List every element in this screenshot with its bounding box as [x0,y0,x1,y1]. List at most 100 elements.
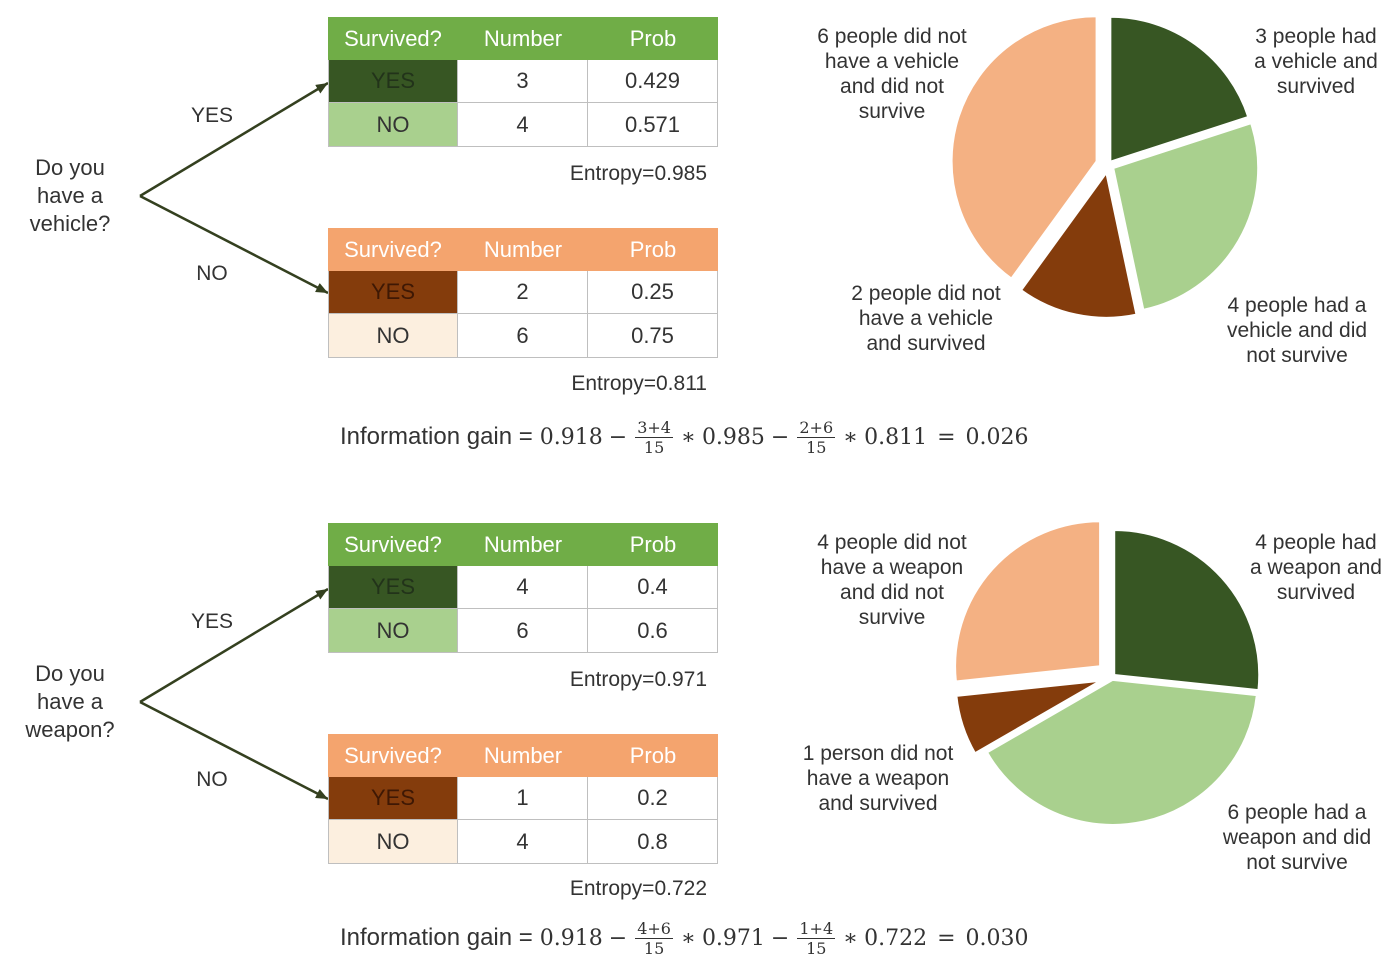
parent-entropy: 0.918 [539,424,603,450]
header-survived: Survived? [328,228,458,271]
fraction-denominator: 15 [806,437,827,457]
parent-entropy: 0.918 [539,925,603,951]
pie-label-line: and survived [866,332,986,355]
pie-label-line: 2 people did not [851,282,1001,305]
pie-label-line: and did not [840,581,944,604]
count-no: 6 [458,314,588,358]
times-operator: ∗ [843,424,859,450]
question-line: have a [36,183,104,208]
header-prob: Prob [588,17,718,60]
pie-label-no-weapon-did-not-survive: 4 people did not have a weapon and did n… [807,530,977,630]
information-gain-result: 0.030 [965,925,1029,951]
minus-operator: − [770,925,790,951]
prob-yes: 0.429 [588,60,718,103]
pie-label-line: survived [1276,75,1356,98]
information-gain-label: Information gain = [340,924,533,951]
pie-label-line: 6 people had a [1227,801,1367,824]
entropy-vehicle-yes: Entropy=0.985 [569,162,707,185]
question-weapon: Do you have a weapon? [0,660,140,744]
entropy-no-value: 0.811 [864,424,928,450]
fraction-numerator: 4+6 [635,918,673,939]
prob-no: 0.6 [588,609,718,653]
header-prob: Prob [588,734,718,777]
count-yes: 2 [458,271,588,314]
pie-label-line: not survive [1246,851,1348,874]
header-survived: Survived? [328,17,458,60]
entropy-weapon-no: Entropy=0.722 [569,877,707,900]
entropy-weapon-yes: Entropy=0.971 [569,668,707,691]
row-label-yes: YES [328,271,458,314]
prob-no: 0.8 [588,820,718,864]
count-yes: 3 [458,60,588,103]
weight-no-fraction: 2+6 15 [797,418,836,457]
branch-label-yes: YES [190,104,234,127]
row-label-no: NO [328,103,458,147]
equals-operator: = [937,925,956,951]
minus-operator: − [608,925,628,951]
prob-yes: 0.4 [588,566,718,609]
question-line: weapon? [25,717,115,742]
question-line: have a [36,689,104,714]
prob-no: 0.571 [588,103,718,147]
pie-slice-no-weapon-survived [955,679,1102,755]
weight-no-fraction: 1+4 15 [797,919,836,958]
header-number: Number [458,228,588,271]
pie-label-line: have a vehicle [824,50,960,73]
question-line: Do you [35,155,105,180]
pie-label-line: survive [858,100,926,123]
header-survived: Survived? [328,523,458,566]
arrow-weapon-no [139,700,329,801]
row-label-yes: YES [328,777,458,820]
row-label-yes: YES [328,566,458,609]
minus-operator: − [770,424,790,450]
prob-yes: 0.2 [588,777,718,820]
pie-slice-had-vehicle-did-not-survive [1112,122,1260,311]
pie-chart-vehicle [950,15,1260,319]
pie-label-line: a vehicle and [1254,50,1378,73]
row-label-no: NO [328,314,458,358]
entropy-vehicle-no: Entropy=0.811 [571,372,707,395]
pie-label-line: weapon and did [1222,826,1372,849]
header-number: Number [458,523,588,566]
pie-label-line: 4 people had a [1227,294,1367,317]
pie-label-line: 4 people had [1255,531,1377,554]
count-no: 4 [458,820,588,864]
pie-slice-had-vehicle-survived [1109,15,1250,163]
pie-label-line: not survive [1246,344,1348,367]
prob-no: 0.75 [588,314,718,358]
header-number: Number [458,17,588,60]
fraction-numerator: 3+4 [635,417,673,438]
pie-label-had-weapon-survived: 4 people had a weapon and survived [1236,530,1396,605]
pie-label-line: and survived [818,792,938,815]
times-operator: ∗ [843,925,859,951]
weight-yes-fraction: 3+4 15 [635,418,673,457]
header-prob: Prob [588,523,718,566]
pie-label-line: 1 person did not [802,742,954,765]
information-gain-result: 0.026 [965,424,1029,450]
pie-label-no-vehicle-survived: 2 people did not have a vehicle and surv… [841,281,1011,356]
fraction-denominator: 15 [643,938,665,958]
pie-slice-had-weapon-survived [1113,528,1261,692]
pie-label-line: and did not [840,75,944,98]
equals-operator: = [937,424,956,450]
arrow-weapon-yes [139,587,329,704]
pie-label-had-vehicle-survived: 3 people had a vehicle and survived [1236,24,1396,99]
count-yes: 1 [458,777,588,820]
arrow-vehicle-no [139,194,329,295]
times-operator: ∗ [680,424,696,450]
pie-label-no-weapon-survived: 1 person did not have a weapon and survi… [793,741,963,816]
pie-label-line: have a weapon [820,556,964,579]
count-no: 4 [458,103,588,147]
question-line: Do you [35,661,105,686]
information-gain-vehicle: Information gain = 0.918 − 3+4 15 ∗ 0.98… [340,412,1028,462]
pie-label-line: have a vehicle [858,307,994,330]
row-label-no: NO [328,820,458,864]
pie-chart-weapon [954,520,1261,826]
row-label-no: NO [328,609,458,653]
pie-label-had-vehicle-did-not-survive: 4 people had a vehicle and did not survi… [1217,293,1377,368]
table-weapon-no: Survived? Number Prob YES 1 0.2 NO 4 0.8 [328,734,718,864]
information-gain-weapon: Information gain = 0.918 − 4+6 15 ∗ 0.97… [340,913,1028,963]
pie-label-line: have a weapon [806,767,950,790]
header-survived: Survived? [328,734,458,777]
